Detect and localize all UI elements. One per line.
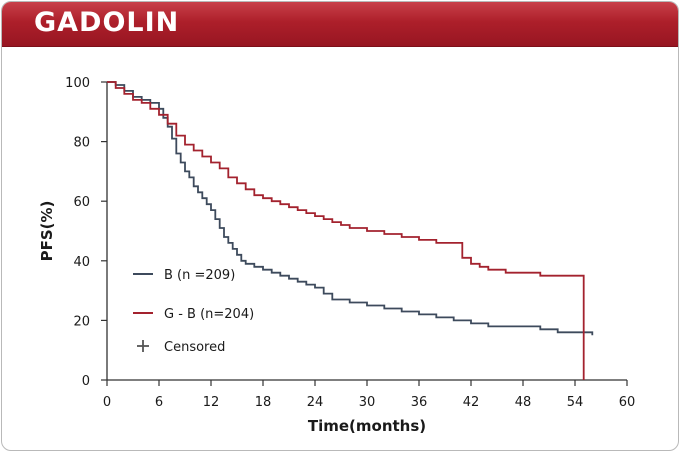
y-axis-label: PFS(%) [38,201,56,262]
y-tick-label: 80 [73,136,90,151]
x-tick-label: 60 [619,395,636,410]
legend-label: G - B (n=204) [164,307,254,322]
x-tick-label: 36 [411,395,428,410]
y-ticks: 0 20 40 60 80 100 [65,76,107,389]
x-tick-label: 30 [359,395,376,410]
x-ticks: 0 6 12 18 24 30 36 42 48 54 60 [103,380,635,410]
legend: B (n =209) G - B (n=204) Censored [133,268,254,355]
x-tick-label: 18 [255,395,272,410]
y-tick-label: 40 [73,255,90,270]
series-line-b [107,81,594,336]
x-tick-label: 12 [203,395,220,410]
x-tick-label: 48 [515,395,532,410]
legend-label: Censored [164,340,225,355]
x-tick-label: 0 [103,395,111,410]
y-tick-label: 100 [65,76,90,91]
x-tick-label: 42 [463,395,480,410]
title-banner: GADOLIN [2,2,678,47]
banner-title: GADOLIN [34,7,180,38]
y-tick-label: 60 [73,195,90,210]
x-axis-label: Time(months) [308,417,426,435]
x-tick-label: 24 [307,395,324,410]
y-tick-label: 0 [82,374,90,389]
y-tick-label: 20 [73,314,90,329]
series-line-g-b [107,81,585,380]
series-layer [107,81,594,380]
x-tick-label: 6 [155,395,163,410]
legend-label: B (n =209) [164,268,235,283]
x-tick-label: 54 [567,395,584,410]
